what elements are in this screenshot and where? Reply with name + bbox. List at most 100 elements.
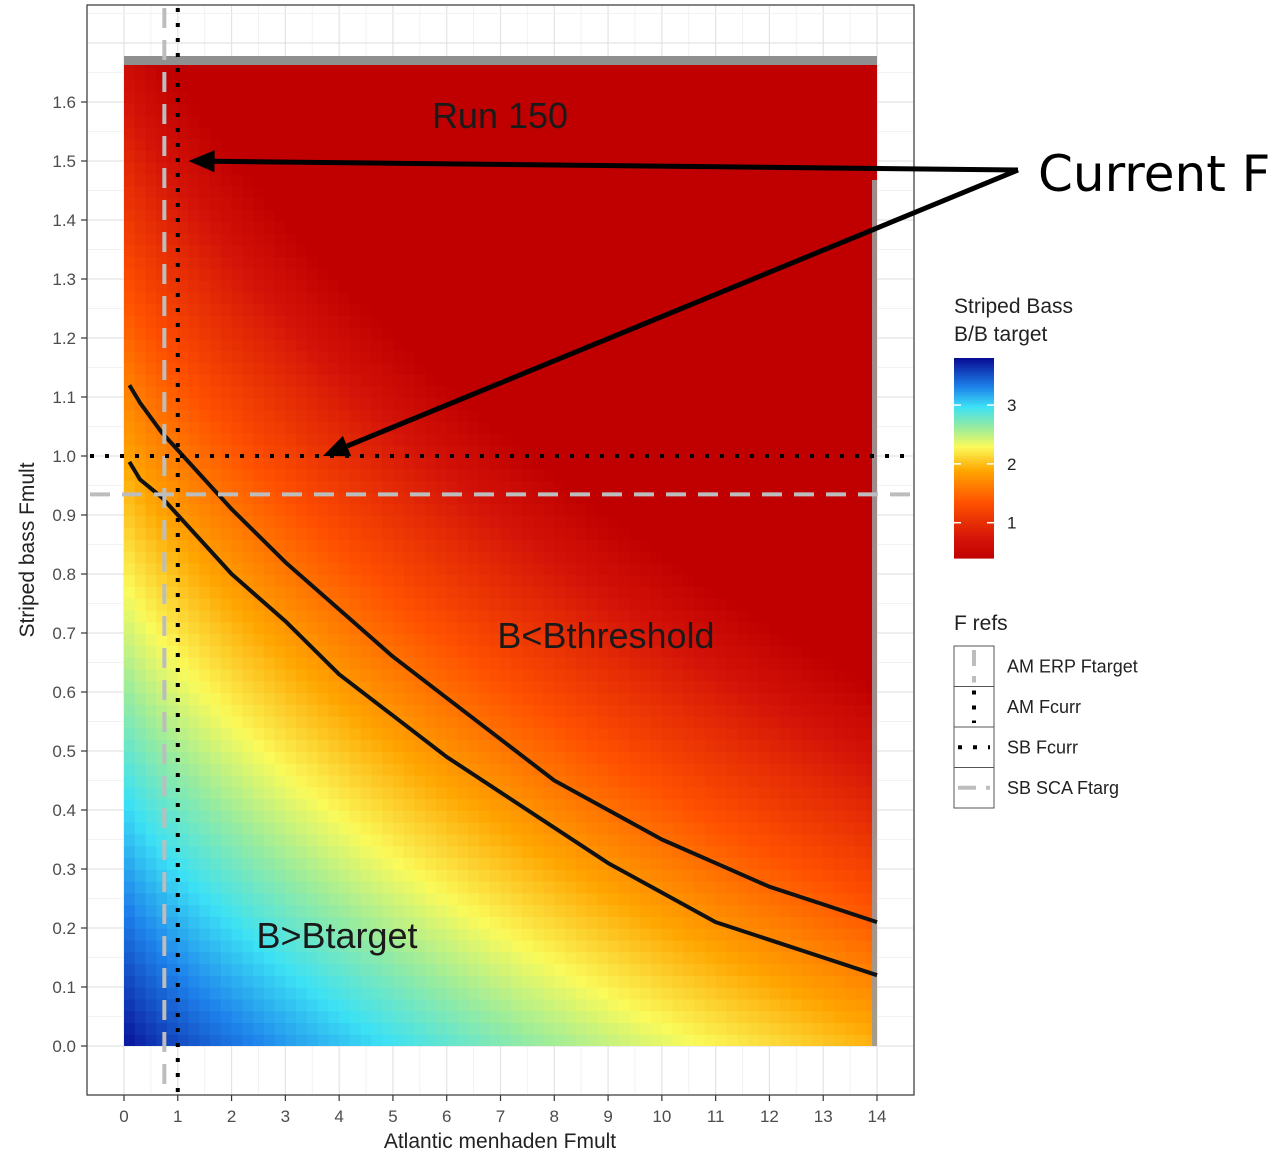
heatmap-cell bbox=[274, 928, 286, 941]
heatmap-cell bbox=[457, 869, 469, 882]
heatmap-cell bbox=[532, 539, 545, 552]
heatmap-cell bbox=[575, 386, 588, 399]
heatmap-cell bbox=[629, 680, 641, 694]
heatmap-cell bbox=[188, 1010, 200, 1024]
heatmap-cell bbox=[715, 362, 727, 375]
heatmap-cell bbox=[618, 951, 631, 965]
heatmap-cell bbox=[608, 833, 620, 847]
heatmap-cell bbox=[608, 138, 620, 151]
heatmap-cell bbox=[683, 515, 695, 529]
heatmap-cell bbox=[199, 421, 211, 434]
heatmap-cell bbox=[683, 727, 695, 741]
heatmap-cell bbox=[296, 562, 308, 576]
heatmap-cell bbox=[167, 397, 179, 411]
heatmap-cell bbox=[134, 739, 147, 752]
heatmap-cell bbox=[597, 928, 609, 941]
heatmap-cell bbox=[446, 998, 459, 1012]
heatmap-cell bbox=[414, 138, 426, 151]
heatmap-cell bbox=[285, 338, 297, 352]
heatmap-cell bbox=[392, 150, 405, 163]
heatmap-cell bbox=[296, 822, 308, 835]
heatmap-cell bbox=[199, 939, 211, 953]
heatmap-cell bbox=[522, 209, 534, 222]
heatmap-cell bbox=[296, 1010, 308, 1024]
heatmap-cell bbox=[661, 727, 674, 741]
heatmap-cell bbox=[435, 103, 448, 116]
heatmap-cell bbox=[231, 433, 243, 446]
heatmap-cell bbox=[704, 751, 717, 764]
heatmap-cell bbox=[339, 963, 351, 976]
heatmap-cell bbox=[457, 692, 469, 705]
heatmap-cell bbox=[715, 103, 727, 116]
heatmap-cell bbox=[683, 1034, 695, 1046]
heatmap-cell bbox=[167, 386, 179, 399]
heatmap-cell bbox=[468, 998, 480, 1012]
heatmap-cell bbox=[694, 421, 706, 434]
heatmap-cell bbox=[425, 362, 437, 375]
heatmap-cell bbox=[177, 468, 190, 481]
heatmap-cell bbox=[210, 562, 222, 576]
heatmap-cell bbox=[435, 987, 448, 1000]
heatmap-cell bbox=[253, 633, 265, 646]
heatmap-cell bbox=[522, 232, 534, 246]
heatmap-cell bbox=[274, 692, 286, 705]
heatmap-cell bbox=[629, 150, 641, 163]
heatmap-cell bbox=[478, 645, 491, 658]
heatmap-cell bbox=[253, 268, 265, 281]
heatmap-cell bbox=[597, 256, 609, 269]
heatmap-cell bbox=[522, 291, 534, 305]
heatmap-cell bbox=[306, 609, 319, 623]
heatmap-cell bbox=[382, 975, 394, 988]
heatmap-cell bbox=[715, 421, 727, 434]
heatmap-cell bbox=[511, 492, 523, 505]
heatmap-cell bbox=[500, 79, 512, 92]
heatmap-cell bbox=[715, 444, 727, 458]
heatmap-cell bbox=[425, 987, 437, 1000]
heatmap-cell bbox=[403, 291, 416, 305]
heatmap-cell bbox=[382, 609, 394, 623]
heatmap-cell bbox=[500, 609, 512, 623]
heatmap-cell bbox=[511, 268, 523, 281]
heatmap-cell bbox=[683, 256, 695, 269]
heatmap-cell bbox=[468, 527, 480, 540]
heatmap-cell bbox=[231, 539, 243, 552]
heatmap-cell bbox=[500, 633, 512, 646]
heatmap-cell bbox=[349, 103, 362, 116]
heatmap-cell bbox=[715, 397, 727, 411]
heatmap-cell bbox=[489, 303, 502, 316]
heatmap-cell bbox=[296, 114, 308, 128]
heatmap-cell bbox=[371, 138, 383, 151]
heatmap-cell bbox=[156, 397, 168, 411]
heatmap-cell bbox=[188, 857, 200, 870]
heatmap-cell bbox=[608, 480, 620, 493]
heatmap-cell bbox=[371, 904, 383, 917]
heatmap-cell bbox=[349, 704, 362, 717]
heatmap-cell bbox=[220, 928, 233, 941]
heatmap-cell bbox=[726, 574, 738, 587]
heatmap-cell bbox=[618, 845, 631, 859]
heatmap-cell bbox=[586, 916, 598, 929]
heatmap-cell bbox=[737, 916, 749, 929]
heatmap-cell bbox=[425, 1010, 437, 1024]
heatmap-cell bbox=[134, 421, 147, 434]
heatmap-cell bbox=[134, 928, 147, 941]
heatmap-cell bbox=[145, 221, 157, 234]
heatmap-cell bbox=[489, 209, 502, 222]
heatmap-cell bbox=[500, 998, 512, 1012]
heatmap-cell bbox=[640, 668, 652, 682]
heatmap-cell bbox=[339, 386, 351, 399]
heatmap-cell bbox=[231, 256, 243, 269]
heatmap-cell bbox=[704, 716, 717, 729]
heatmap-cell bbox=[457, 904, 469, 917]
heatmap-cell bbox=[339, 845, 351, 859]
heatmap-cell bbox=[704, 386, 717, 399]
heatmap-cell bbox=[694, 503, 706, 517]
heatmap-cell bbox=[414, 621, 426, 635]
heatmap-cell bbox=[253, 668, 265, 682]
heatmap-cell bbox=[511, 91, 523, 104]
heatmap-cell bbox=[554, 362, 566, 375]
heatmap-cell bbox=[565, 279, 577, 293]
heatmap-cell bbox=[371, 268, 383, 281]
heatmap-cell bbox=[263, 150, 276, 163]
heatmap-cell bbox=[661, 480, 674, 493]
